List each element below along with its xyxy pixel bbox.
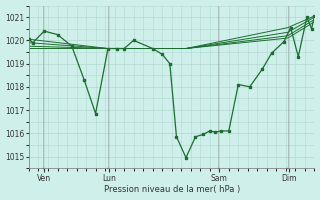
X-axis label: Pression niveau de la mer( hPa ): Pression niveau de la mer( hPa ) [104, 185, 240, 194]
